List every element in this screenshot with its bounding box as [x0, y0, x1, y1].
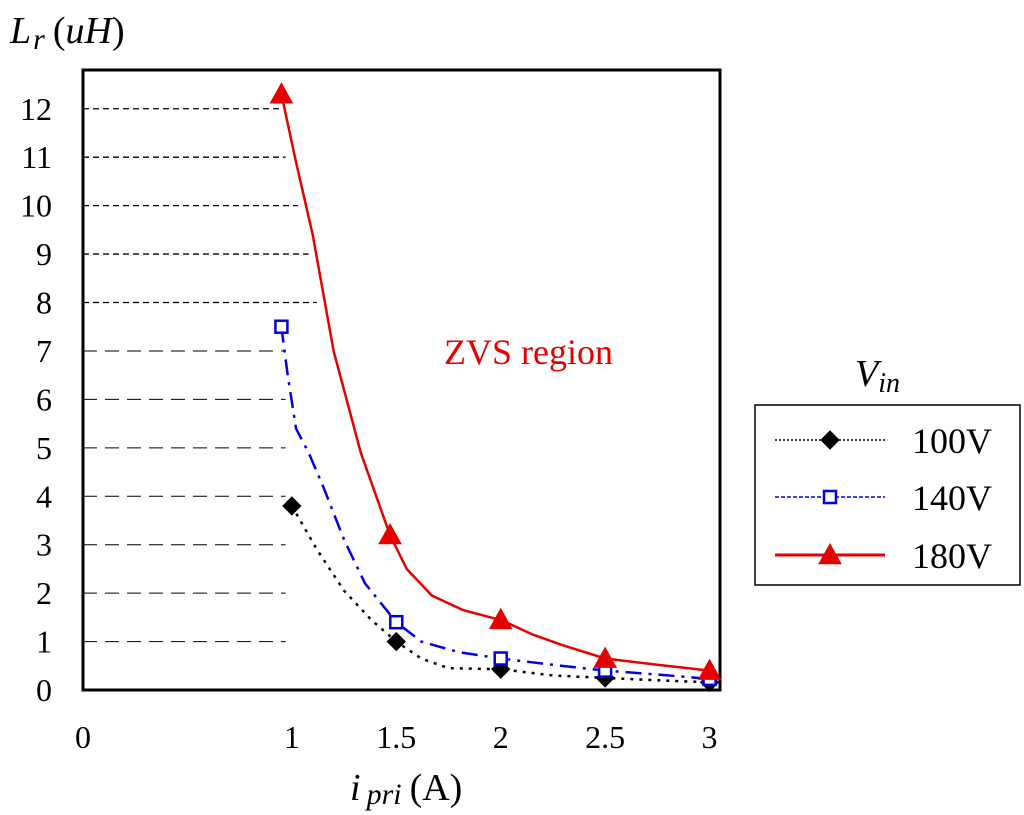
- legend-title-subscript: in: [878, 368, 900, 399]
- y-axis-unit: uH: [65, 10, 114, 52]
- y-tick-label-9: 9: [36, 236, 52, 272]
- x-axis-title: i pri (A): [350, 767, 462, 811]
- legend-label-100V: 100V: [912, 421, 992, 461]
- y-tick-label-4: 4: [36, 478, 52, 514]
- series-line-180V: [280, 93, 710, 672]
- data-point-180V-2: [488, 607, 513, 630]
- y-tick-label-3: 3: [36, 527, 52, 563]
- y-tick-label-10: 10: [20, 188, 52, 224]
- data-point-140V-0: [274, 319, 289, 334]
- y-axis-subscript: r: [33, 23, 45, 56]
- x-tick-label-3: 3: [702, 719, 718, 755]
- series-140V: [274, 319, 717, 687]
- legend: 100V 140V 180V: [775, 421, 992, 576]
- x-tick-labels: 0 1 1.5 2 2.5 3: [75, 719, 718, 755]
- series-group: [269, 82, 722, 692]
- legend-marker-100V: [820, 430, 840, 450]
- legend-entry-100V: 100V: [775, 421, 992, 461]
- x-tick-label-2: 2: [493, 719, 509, 755]
- legend-title: Vin: [855, 353, 900, 399]
- data-point-180V-0: [269, 82, 294, 104]
- x-tick-label-2.5: 2.5: [585, 719, 625, 755]
- y-axis-symbol: L: [9, 10, 31, 52]
- legend-title-symbol: V: [855, 353, 882, 395]
- y-axis-title: Lr (uH): [9, 10, 125, 56]
- data-point-180V-1: [378, 522, 402, 545]
- y-axis-unit-close: ): [112, 10, 125, 52]
- x-tick-label-1.5: 1.5: [376, 719, 416, 755]
- x-tick-label-0: 0: [75, 719, 91, 755]
- legend-marker-140V: [822, 489, 838, 505]
- legend-entry-140V: 140V: [775, 478, 992, 518]
- guide-lines: [83, 108, 317, 643]
- y-tick-label-7: 7: [36, 333, 52, 369]
- legend-label-140V: 140V: [912, 478, 992, 518]
- data-point-100V-0: [282, 496, 302, 516]
- y-tick-label-8: 8: [36, 285, 52, 321]
- data-point-140V-2: [493, 651, 508, 666]
- series-180V: [269, 82, 722, 680]
- y-tick-label-12: 12: [20, 91, 52, 127]
- x-axis-subscript: pri: [365, 778, 402, 811]
- y-tick-label-5: 5: [36, 430, 52, 466]
- x-tick-label-1: 1: [284, 719, 300, 755]
- legend-entry-180V: 180V: [775, 536, 992, 576]
- zvs-region-annotation: ZVS region: [444, 332, 613, 372]
- y-tick-label-2: 2: [36, 575, 52, 611]
- data-point-180V-3: [593, 646, 617, 668]
- plot-frame: [81, 68, 722, 692]
- data-point-180V-4: [697, 658, 722, 680]
- y-axis-unit-open: (: [53, 10, 66, 52]
- legend-label-180V: 180V: [912, 536, 992, 576]
- y-tick-label-6: 6: [36, 381, 52, 417]
- x-axis-unit: (A): [410, 767, 463, 809]
- y-tick-label-11: 11: [21, 139, 52, 175]
- data-point-100V-1: [386, 631, 406, 652]
- legend-marker-180V: [818, 542, 842, 565]
- x-axis-symbol: i: [350, 767, 361, 809]
- y-tick-label-0: 0: [36, 672, 52, 708]
- y-tick-label-1: 1: [36, 624, 52, 660]
- data-point-140V-1: [389, 614, 404, 630]
